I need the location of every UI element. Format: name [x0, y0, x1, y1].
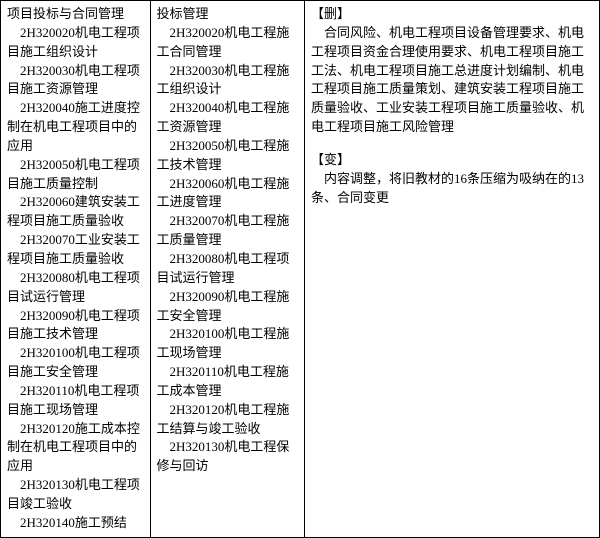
col1-item: 2H320040施工进度控制在机电工程项目中的应用 [7, 99, 144, 156]
col2-item: 2H320050机电工程施工技术管理 [157, 137, 299, 175]
col2-item: 2H320070机电工程施工质量管理 [157, 212, 299, 250]
col1-item: 2H320060建筑安装工程项目施工质量验收 [7, 193, 144, 231]
column-1: 项目投标与合同管理 2H320020机电工程项目施工组织设计 2H320030机… [1, 1, 151, 537]
col2-item: 2H320030机电工程施工组织设计 [157, 62, 299, 100]
delete-tag: 【删】 [311, 5, 593, 24]
col1-item: 2H320100机电工程项目施工安全管理 [7, 344, 144, 382]
col2-item: 2H320110机电工程施工成本管理 [157, 363, 299, 401]
delete-paragraph: 合同风险、机电工程项目设备管理要求、机电工程项目资金合理使用要求、机电工程项目施… [311, 24, 593, 137]
col1-item: 2H320020机电工程项目施工组织设计 [7, 24, 144, 62]
col2-item: 2H320100机电工程施工现场管理 [157, 325, 299, 363]
col2-item: 2H320040机电工程施工资源管理 [157, 99, 299, 137]
col1-header: 项目投标与合同管理 [7, 5, 144, 24]
col2-item: 2H320020机电工程施工合同管理 [157, 24, 299, 62]
col1-item: 2H320030机电工程项目施工资源管理 [7, 62, 144, 100]
col2-item: 2H320080机电工程项目试运行管理 [157, 250, 299, 288]
col1-item: 2H320080机电工程项目试运行管理 [7, 269, 144, 307]
col2-item: 2H320130机电工程保修与回访 [157, 438, 299, 476]
col1-item: 2H320050机电工程项目施工质量控制 [7, 156, 144, 194]
col2-header: 投标管理 [157, 5, 299, 24]
col2-item: 2H320060机电工程施工进度管理 [157, 175, 299, 213]
column-3: 【删】 合同风险、机电工程项目设备管理要求、机电工程项目资金合理使用要求、机电工… [305, 1, 599, 537]
col2-item: 2H320120机电工程施工结算与竣工验收 [157, 401, 299, 439]
content-table: 项目投标与合同管理 2H320020机电工程项目施工组织设计 2H320030机… [0, 0, 600, 538]
col1-item: 2H320110机电工程项目施工现场管理 [7, 382, 144, 420]
change-paragraph: 内容调整，将旧教材的16条压缩为吸纳在的13条、合同变更 [311, 170, 593, 208]
col1-item: 2H320130机电工程项目竣工验收 [7, 476, 144, 514]
col2-item: 2H320090机电工程施工安全管理 [157, 288, 299, 326]
col1-item: 2H320140施工预结 [7, 514, 144, 533]
col1-item: 2H320120施工成本控制在机电工程项目中的应用 [7, 420, 144, 477]
spacer [311, 137, 593, 151]
change-tag: 【变】 [311, 151, 593, 170]
col1-item: 2H320090机电工程项目施工技术管理 [7, 307, 144, 345]
col1-item: 2H320070工业安装工程项目施工质量验收 [7, 231, 144, 269]
column-2: 投标管理 2H320020机电工程施工合同管理 2H320030机电工程施工组织… [151, 1, 306, 537]
